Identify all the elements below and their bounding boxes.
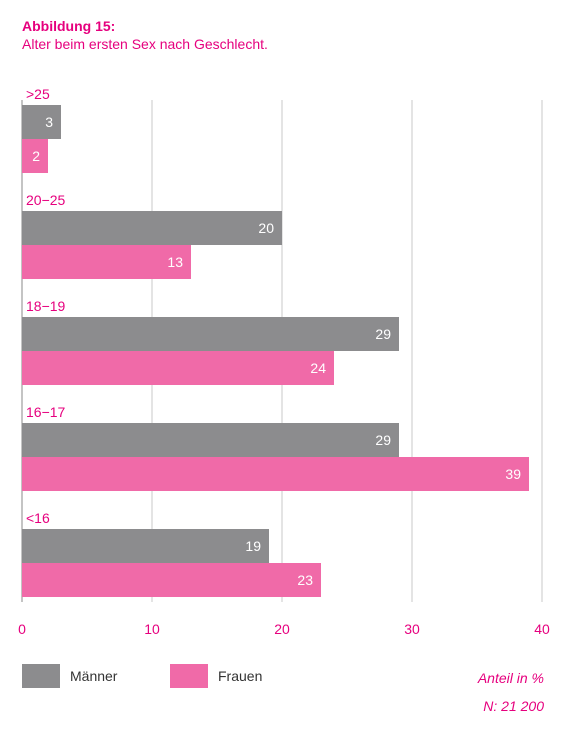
bar-value-label: 2: [32, 148, 40, 164]
bar-value-label: 13: [167, 254, 183, 270]
bar-value-label: 23: [297, 572, 313, 588]
bar: [22, 423, 399, 457]
bar-value-label: 24: [310, 360, 326, 376]
category-label: 18−19: [26, 298, 66, 314]
category-label: 20−25: [26, 192, 66, 208]
chart-title: Abbildung 15:: [22, 18, 116, 34]
category-label: <16: [26, 510, 50, 526]
sample-size-note: N: 21 200: [483, 698, 544, 714]
bar: [22, 139, 48, 173]
bar-value-label: 20: [258, 220, 274, 236]
bar-value-label: 29: [375, 432, 391, 448]
category-label: 16−17: [26, 404, 66, 420]
x-tick-label: 10: [144, 621, 160, 637]
unit-note: Anteil in %: [477, 670, 544, 686]
x-tick-label: 20: [274, 621, 290, 637]
bar-chart: 0 10 20 30 40 >25 3 2 20−25 20 13 18−19 29 24 16−17 29 3…: [18, 86, 550, 637]
x-tick-label: 0: [18, 621, 26, 637]
bar: [22, 529, 269, 563]
x-tick-label: 30: [404, 621, 420, 637]
legend-swatch-maenner: [22, 664, 60, 688]
legend-label-maenner: Männer: [70, 668, 118, 684]
bar-value-label: 39: [505, 466, 521, 482]
bar: [22, 563, 321, 597]
x-tick-label: 40: [534, 621, 550, 637]
bar: [22, 317, 399, 351]
bar-value-label: 3: [45, 114, 53, 130]
legend-item-frauen: Frauen: [170, 664, 262, 688]
bar-value-label: 29: [375, 326, 391, 342]
legend-item-maenner: Männer: [22, 664, 117, 688]
bar: [22, 245, 191, 279]
bar: [22, 105, 61, 139]
bar-value-label: 19: [245, 538, 261, 554]
bar: [22, 351, 334, 385]
chart-subtitle: Alter beim ersten Sex nach Geschlecht.: [22, 36, 268, 52]
legend-swatch-frauen: [170, 664, 208, 688]
category-label: >25: [26, 86, 50, 102]
legend-label-frauen: Frauen: [218, 668, 263, 684]
bar: [22, 457, 529, 491]
bar: [22, 211, 282, 245]
